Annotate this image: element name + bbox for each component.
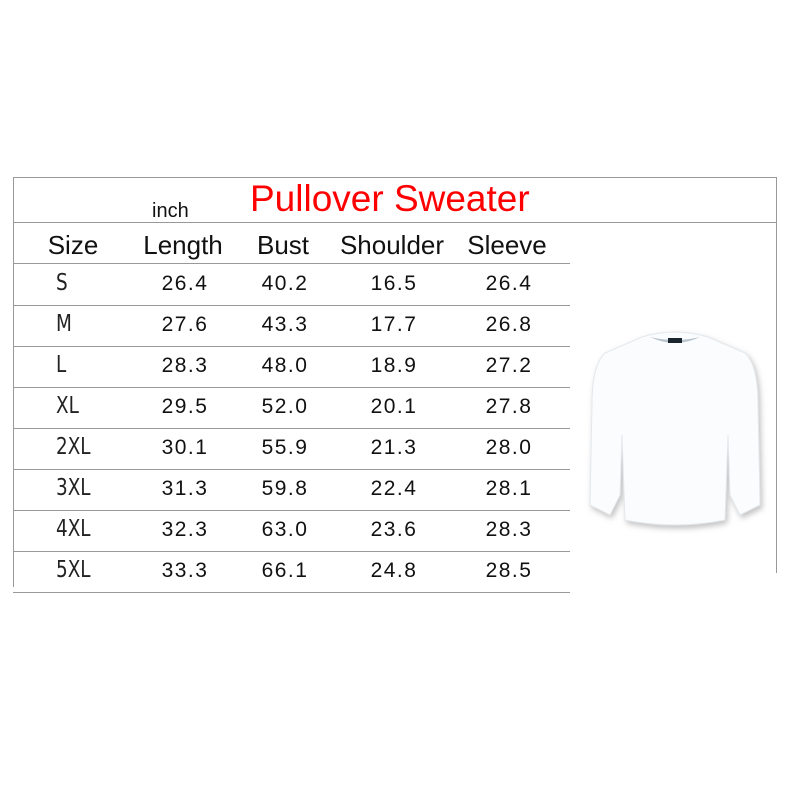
size-cell: 2XL bbox=[56, 434, 91, 460]
measurement-cell: 21.3 bbox=[370, 436, 418, 459]
header-length: Length bbox=[143, 230, 223, 260]
measurement-cell: 59.8 bbox=[261, 477, 309, 500]
measurement-cell: 26.4 bbox=[485, 272, 533, 295]
measurement-cell: 16.5 bbox=[370, 272, 418, 295]
table-row: L 28.3 48.0 18.9 27.2 bbox=[13, 346, 570, 388]
measurement-cell: 20.1 bbox=[370, 395, 418, 418]
measurement-cell: 66.1 bbox=[261, 559, 309, 582]
size-cell: 3XL bbox=[56, 475, 91, 501]
measurement-cell: 52.0 bbox=[261, 395, 309, 418]
measurement-cell: 26.8 bbox=[485, 313, 533, 336]
measurement-cell: 26.4 bbox=[161, 272, 209, 295]
measurement-cell: 18.9 bbox=[370, 354, 418, 377]
frame-left-border bbox=[13, 177, 14, 587]
header-divider bbox=[13, 263, 570, 264]
measurement-cell: 63.0 bbox=[261, 518, 309, 541]
table-row: M 27.6 43.3 17.7 26.8 bbox=[13, 305, 570, 347]
chart-title: Pullover Sweater bbox=[250, 178, 530, 219]
title-divider bbox=[13, 222, 777, 223]
size-cell: L bbox=[56, 352, 67, 378]
unit-label: inch bbox=[152, 200, 189, 222]
header-shoulder: Shoulder bbox=[339, 230, 445, 260]
header-sleeve: Sleeve bbox=[467, 230, 547, 260]
size-cell: XL bbox=[56, 393, 79, 419]
header-bust: Bust bbox=[256, 230, 310, 260]
table-row: S 26.4 40.2 16.5 26.4 bbox=[13, 264, 570, 306]
measurement-cell: 40.2 bbox=[261, 272, 309, 295]
measurement-cell: 27.2 bbox=[485, 354, 533, 377]
frame-right-border bbox=[776, 177, 777, 573]
measurement-cell: 17.7 bbox=[370, 313, 418, 336]
measurement-cell: 32.3 bbox=[161, 518, 209, 541]
measurement-cell: 24.8 bbox=[370, 559, 418, 582]
measurement-cell: 48.0 bbox=[261, 354, 309, 377]
measurement-cell: 31.3 bbox=[161, 477, 209, 500]
measurement-cell: 22.4 bbox=[370, 477, 418, 500]
table-row: 2XL 30.1 55.9 21.3 28.0 bbox=[13, 428, 570, 470]
measurement-cell: 27.8 bbox=[485, 395, 533, 418]
measurement-cell: 43.3 bbox=[261, 313, 309, 336]
size-cell: M bbox=[56, 311, 72, 337]
size-cell: S bbox=[56, 270, 68, 296]
table-row: XL 29.5 52.0 20.1 27.8 bbox=[13, 387, 570, 429]
measurement-cell: 27.6 bbox=[161, 313, 209, 336]
header-size: Size bbox=[47, 230, 99, 260]
measurement-cell: 28.1 bbox=[485, 477, 533, 500]
neck-label bbox=[668, 338, 682, 343]
measurement-cell: 55.9 bbox=[261, 436, 309, 459]
frame-top-border bbox=[13, 177, 777, 178]
measurement-cell: 30.1 bbox=[161, 436, 209, 459]
measurement-cell: 28.0 bbox=[485, 436, 533, 459]
size-cell: 4XL bbox=[56, 516, 91, 542]
measurement-cell: 29.5 bbox=[161, 395, 209, 418]
table-row: 4XL 32.3 63.0 23.6 28.3 bbox=[13, 510, 570, 552]
measurement-cell: 28.5 bbox=[485, 559, 533, 582]
measurement-cell: 33.3 bbox=[161, 559, 209, 582]
sweater-image bbox=[589, 331, 761, 526]
table-row: 5XL 33.3 66.1 24.8 28.5 bbox=[13, 551, 570, 593]
measurement-cell: 28.3 bbox=[161, 354, 209, 377]
table-row: 3XL 31.3 59.8 22.4 28.1 bbox=[13, 469, 570, 511]
size-cell: 5XL bbox=[56, 557, 91, 583]
measurement-cell: 28.3 bbox=[485, 518, 533, 541]
measurement-cell: 23.6 bbox=[370, 518, 418, 541]
